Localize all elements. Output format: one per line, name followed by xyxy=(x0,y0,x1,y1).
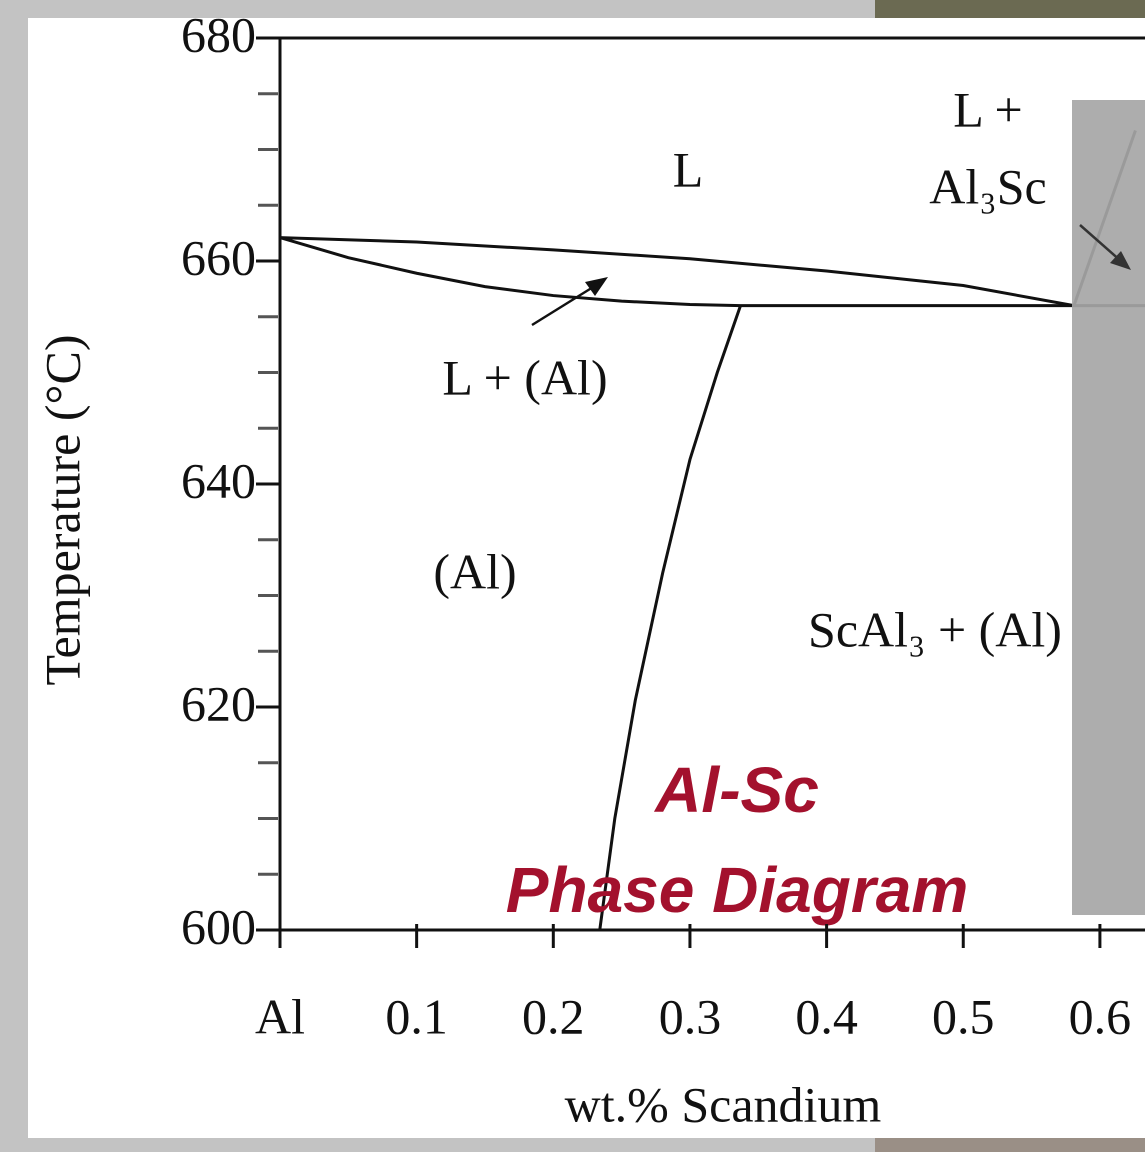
plot-area xyxy=(279,130,1145,931)
arrow-head xyxy=(585,277,608,296)
x-tick-label: 0.5 xyxy=(932,988,995,1044)
phase-label: L xyxy=(673,141,704,197)
y-tick-label: 620 xyxy=(181,675,256,731)
phase-label: Al₃Sc xyxy=(929,158,1046,214)
y-axis-label: Temperature (°C) xyxy=(34,334,90,685)
phase-label: L + (Al) xyxy=(442,349,607,405)
x-tick-label: 0.2 xyxy=(522,988,585,1044)
phase-boundary xyxy=(279,236,741,308)
arrow-head xyxy=(1110,251,1131,270)
background-photo xyxy=(875,1138,1145,1152)
arrow xyxy=(1079,224,1131,270)
x-tick-label: 0.6 xyxy=(1069,988,1132,1044)
phase-label: ScAl₃ + (Al) xyxy=(808,601,1062,657)
arrow-shaft xyxy=(1079,224,1123,263)
phase-label: L + xyxy=(953,81,1022,137)
overlay-box xyxy=(1072,100,1145,915)
panel xyxy=(28,18,1145,1138)
y-tick-label: 680 xyxy=(181,6,256,62)
x-tick-label: 0.4 xyxy=(795,988,858,1044)
x-axis-label: wt.% Scandium xyxy=(565,1076,882,1132)
x-tick-label: 0.1 xyxy=(385,988,448,1044)
chart-title: Al-Sc xyxy=(653,754,819,826)
phase-boundary xyxy=(598,305,742,931)
y-tick-label: 640 xyxy=(181,452,256,508)
x-tick-label: Al xyxy=(255,988,305,1044)
x-tick-label: 0.3 xyxy=(659,988,722,1044)
chart-title: Phase Diagram xyxy=(506,854,968,926)
arrow-shaft xyxy=(531,282,599,327)
y-tick-label: 600 xyxy=(181,898,256,954)
arrow xyxy=(531,277,608,327)
phase-boundary xyxy=(279,236,1075,308)
phase-label: (Al) xyxy=(433,543,516,599)
background-photo xyxy=(875,0,1145,18)
y-tick-label: 660 xyxy=(181,229,256,285)
